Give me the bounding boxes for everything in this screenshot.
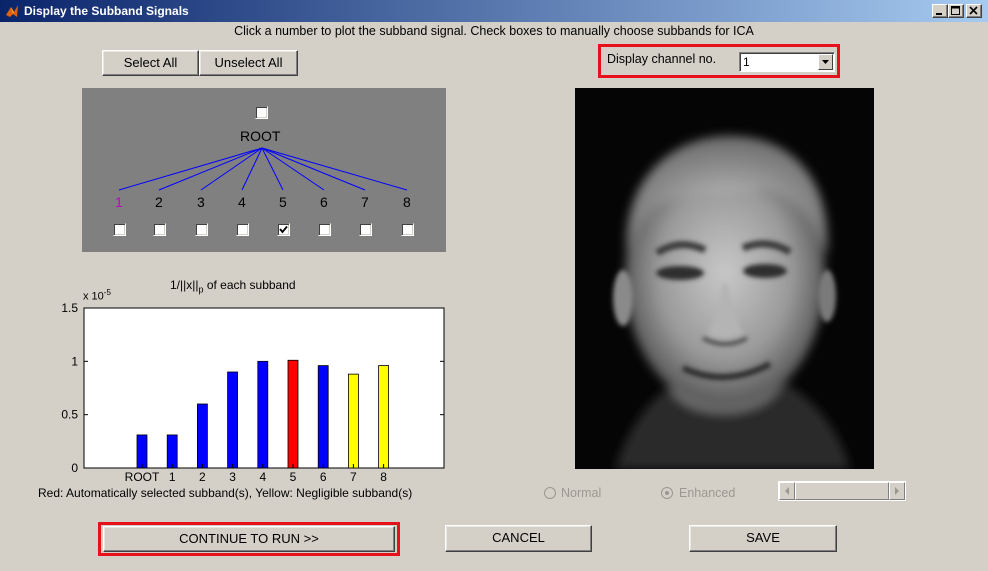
x-tick-label: 6 [320,470,327,484]
enhanced-radio-label: Enhanced [679,486,736,500]
bar-3 [227,371,239,469]
tree-edge [261,147,284,191]
subband-number-8[interactable]: 8 [403,194,411,210]
y-tick-label: 0.5 [61,408,78,422]
y-tick-label: 1 [71,354,78,368]
chart-title-main: 1/||x|| [170,278,199,292]
subband-checkbox-1[interactable] [113,223,126,236]
x-tick-label: 4 [259,470,266,484]
channel-dropdown[interactable]: 1 [739,52,835,72]
slider-thumb[interactable] [795,482,889,500]
slider-right-button[interactable] [889,482,905,500]
subband-checkbox-3[interactable] [195,223,208,236]
subband-number-4[interactable]: 4 [238,194,246,210]
channel-value: 1 [743,55,750,69]
chart-legend-note: Red: Automatically selected subband(s), … [38,486,413,500]
x-tick-label: 5 [290,470,297,484]
continue-to-run-button[interactable]: CONTINUE TO RUN >> [103,526,395,552]
subband-number-3[interactable]: 3 [197,194,205,210]
unselect-all-button[interactable]: Unselect All [199,50,298,76]
close-button[interactable] [966,4,982,18]
x-tick-label: 1 [169,470,176,484]
channel-selector-highlight: Display channel no. 1 [598,44,840,78]
bar-1 [166,434,178,469]
root-checkbox[interactable] [255,106,268,119]
radio-dot [665,491,669,495]
chevron-down-icon [822,60,829,64]
x-tick-label: ROOT [125,470,160,484]
tree-edge [261,147,366,191]
x-tick-label: 8 [380,470,387,484]
tree-edge [158,147,263,191]
x-tick-label: 7 [350,470,357,484]
minimize-button[interactable] [932,4,948,18]
y-tick-label: 0 [71,461,78,475]
subband-checkbox-5[interactable] [277,223,290,236]
tree-edge [261,147,325,191]
enhanced-radio[interactable] [661,487,673,499]
chevron-left-icon [785,487,789,495]
chart-title-rest: of each subband [203,278,296,292]
multiplier-base: x 10 [83,290,104,303]
tree-edge [200,147,263,191]
tree-edge [241,147,263,191]
cancel-button[interactable]: CANCEL [445,525,592,552]
channel-label: Display channel no. [607,52,717,66]
matlab-icon [6,5,18,17]
tree-edge [261,147,408,191]
maximize-button[interactable] [948,4,964,18]
subband-image-display [575,88,874,469]
subband-checkbox-6[interactable] [318,223,331,236]
subband-tree-panel: ROOT 1 2 3 4 5 6 7 8 [82,88,446,252]
subband-number-2[interactable]: 2 [155,194,163,210]
x-tick-label: 2 [199,470,206,484]
instructions-text: Click a number to plot the subband signa… [234,24,754,38]
chevron-right-icon [895,487,899,495]
normal-radio-label: Normal [561,486,602,500]
select-all-button[interactable]: Select All [102,50,199,76]
subband-checkbox-2[interactable] [153,223,166,236]
window-title: Display the Subband Signals [24,4,189,18]
root-label: ROOT [240,128,281,144]
subband-norm-chart: 0 0.5 1 1.5 ROOT 1 2 3 4 5 6 7 8 [61,301,445,484]
bar-2 [196,403,208,469]
bar-8 [378,365,390,469]
bar-5 [287,359,299,469]
slider-left-button[interactable] [779,482,795,500]
dropdown-arrow-button[interactable] [818,54,833,70]
bar-6 [317,365,329,469]
chart-multiplier: x 10-5 [83,288,111,303]
subband-number-5[interactable]: 5 [279,194,287,210]
continue-button-highlight: CONTINUE TO RUN >> [98,522,400,556]
chart-title-sub: p [198,284,204,295]
subband-number-6[interactable]: 6 [320,194,328,210]
subband-checkbox-8[interactable] [401,223,414,236]
bar-4 [257,360,269,469]
y-tick-label: 1.5 [61,301,78,315]
bar-ROOT [136,434,148,469]
subband-number-1[interactable]: 1 [115,194,123,210]
maximize-icon [951,6,960,15]
normal-radio[interactable] [544,487,556,499]
subband-checkbox-7[interactable] [359,223,372,236]
face-image [613,135,850,469]
subband-checkbox-4[interactable] [236,223,249,236]
save-button[interactable]: SAVE [689,525,837,552]
title-bar: Display the Subband Signals [0,0,988,22]
minimize-icon [936,13,942,15]
close-icon [969,6,978,15]
tree-edge [118,147,263,191]
bar-7 [347,373,359,469]
x-tick-label: 3 [229,470,236,484]
subband-number-7[interactable]: 7 [361,194,369,210]
chart-title: 1/||x||p of each subband [170,278,296,294]
multiplier-exponent: -5 [103,288,111,297]
tree-edges [118,147,408,191]
contrast-slider[interactable] [778,481,906,501]
